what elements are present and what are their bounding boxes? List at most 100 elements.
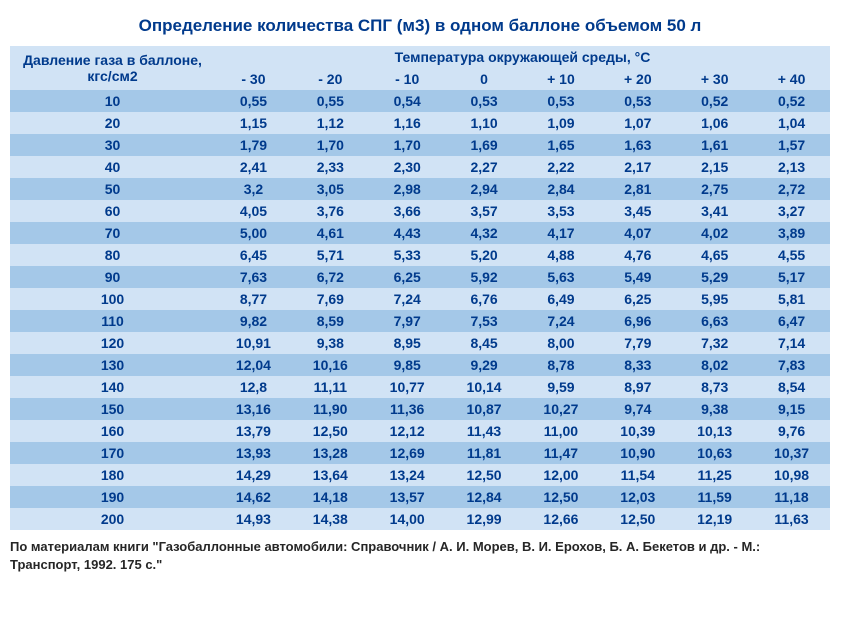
table-row: 604,053,763,663,573,533,453,413,27 [10, 200, 830, 222]
value-cell: 1,09 [523, 112, 600, 134]
value-cell: 6,25 [369, 266, 446, 288]
value-cell: 12,99 [446, 508, 523, 530]
value-cell: 4,55 [753, 244, 830, 266]
table-container: Определение количества СПГ (м3) в одном … [10, 10, 830, 573]
temp-column-header: - 30 [215, 68, 292, 90]
value-cell: 6,49 [523, 288, 600, 310]
value-cell: 12,19 [676, 508, 753, 530]
value-cell: 11,59 [676, 486, 753, 508]
value-cell: 2,17 [599, 156, 676, 178]
table-row: 18014,2913,6413,2412,5012,0011,5411,2510… [10, 464, 830, 486]
table-row: 13012,0410,169,859,298,788,338,027,83 [10, 354, 830, 376]
value-cell: 5,63 [523, 266, 600, 288]
pressure-cell: 40 [10, 156, 215, 178]
value-cell: 5,00 [215, 222, 292, 244]
value-cell: 2,30 [369, 156, 446, 178]
value-cell: 7,24 [523, 310, 600, 332]
table-row: 907,636,726,255,925,635,495,295,17 [10, 266, 830, 288]
value-cell: 10,27 [523, 398, 600, 420]
value-cell: 8,97 [599, 376, 676, 398]
value-cell: 1,15 [215, 112, 292, 134]
value-cell: 2,84 [523, 178, 600, 200]
value-cell: 12,84 [446, 486, 523, 508]
value-cell: 0,52 [676, 90, 753, 112]
table-row: 100,550,550,540,530,530,530,520,52 [10, 90, 830, 112]
value-cell: 9,29 [446, 354, 523, 376]
value-cell: 3,05 [292, 178, 369, 200]
value-cell: 2,13 [753, 156, 830, 178]
value-cell: 11,25 [676, 464, 753, 486]
value-cell: 4,76 [599, 244, 676, 266]
value-cell: 5,29 [676, 266, 753, 288]
value-cell: 10,39 [599, 420, 676, 442]
value-cell: 6,76 [446, 288, 523, 310]
pressure-cell: 60 [10, 200, 215, 222]
table-row: 14012,811,1110,7710,149,598,978,738,54 [10, 376, 830, 398]
value-cell: 11,90 [292, 398, 369, 420]
value-cell: 1,04 [753, 112, 830, 134]
value-cell: 4,61 [292, 222, 369, 244]
value-cell: 5,20 [446, 244, 523, 266]
value-cell: 1,12 [292, 112, 369, 134]
value-cell: 12,04 [215, 354, 292, 376]
temp-column-header: - 20 [292, 68, 369, 90]
value-cell: 8,00 [523, 332, 600, 354]
value-cell: 10,37 [753, 442, 830, 464]
value-cell: 12,8 [215, 376, 292, 398]
pressure-cell: 120 [10, 332, 215, 354]
pressure-cell: 200 [10, 508, 215, 530]
value-cell: 13,28 [292, 442, 369, 464]
value-cell: 0,53 [446, 90, 523, 112]
value-cell: 11,00 [523, 420, 600, 442]
table-row: 503,23,052,982,942,842,812,752,72 [10, 178, 830, 200]
value-cell: 11,43 [446, 420, 523, 442]
value-cell: 10,63 [676, 442, 753, 464]
pressure-cell: 190 [10, 486, 215, 508]
value-cell: 2,75 [676, 178, 753, 200]
value-cell: 5,33 [369, 244, 446, 266]
value-cell: 1,63 [599, 134, 676, 156]
value-cell: 4,88 [523, 244, 600, 266]
value-cell: 1,57 [753, 134, 830, 156]
table-body: 100,550,550,540,530,530,530,520,52201,15… [10, 90, 830, 530]
value-cell: 1,70 [369, 134, 446, 156]
value-cell: 8,73 [676, 376, 753, 398]
value-cell: 7,83 [753, 354, 830, 376]
value-cell: 7,63 [215, 266, 292, 288]
value-cell: 8,02 [676, 354, 753, 376]
value-cell: 2,15 [676, 156, 753, 178]
value-cell: 9,85 [369, 354, 446, 376]
pressure-cell: 140 [10, 376, 215, 398]
value-cell: 1,79 [215, 134, 292, 156]
pressure-cell: 170 [10, 442, 215, 464]
value-cell: 12,50 [292, 420, 369, 442]
value-cell: 2,33 [292, 156, 369, 178]
pressure-cell: 160 [10, 420, 215, 442]
value-cell: 1,69 [446, 134, 523, 156]
value-cell: 9,59 [523, 376, 600, 398]
value-cell: 2,27 [446, 156, 523, 178]
value-cell: 12,12 [369, 420, 446, 442]
value-cell: 6,25 [599, 288, 676, 310]
pressure-cell: 10 [10, 90, 215, 112]
value-cell: 3,66 [369, 200, 446, 222]
temp-column-header: + 40 [753, 68, 830, 90]
value-cell: 9,74 [599, 398, 676, 420]
value-cell: 6,47 [753, 310, 830, 332]
value-cell: 12,69 [369, 442, 446, 464]
value-cell: 5,71 [292, 244, 369, 266]
value-cell: 11,36 [369, 398, 446, 420]
table-row: 1109,828,597,977,537,246,966,636,47 [10, 310, 830, 332]
pressure-cell: 20 [10, 112, 215, 134]
value-cell: 5,95 [676, 288, 753, 310]
value-cell: 7,97 [369, 310, 446, 332]
value-cell: 1,16 [369, 112, 446, 134]
table-row: 806,455,715,335,204,884,764,654,55 [10, 244, 830, 266]
value-cell: 4,43 [369, 222, 446, 244]
value-cell: 7,14 [753, 332, 830, 354]
value-cell: 9,15 [753, 398, 830, 420]
value-cell: 9,38 [676, 398, 753, 420]
value-cell: 14,18 [292, 486, 369, 508]
pressure-cell: 30 [10, 134, 215, 156]
value-cell: 5,81 [753, 288, 830, 310]
